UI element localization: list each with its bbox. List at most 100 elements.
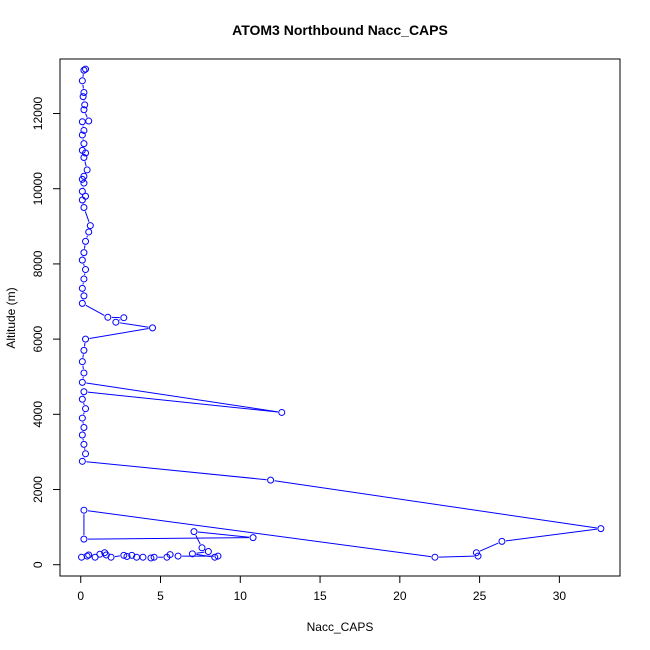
data-point — [85, 551, 93, 559]
y-tick-label: 2000 — [31, 476, 45, 503]
y-tick-label: 12000 — [31, 97, 45, 131]
data-point — [81, 101, 89, 109]
data-point — [80, 154, 88, 162]
data-point — [85, 228, 93, 236]
data-point — [82, 266, 90, 274]
series-line-segment — [85, 113, 88, 118]
series-line-segment — [83, 402, 85, 406]
data-point — [80, 388, 88, 396]
data-point — [83, 552, 91, 560]
data-point — [80, 204, 88, 212]
series-layer — [78, 65, 605, 562]
data-point — [597, 525, 605, 533]
y-tick-label: 8000 — [31, 250, 45, 277]
series-line-segment — [505, 528, 597, 542]
series-line-segment — [83, 263, 85, 266]
data-point — [78, 284, 86, 292]
series-line-segment — [119, 322, 149, 328]
data-point — [120, 314, 128, 322]
data-point — [80, 140, 88, 148]
data-point — [204, 548, 212, 556]
plot-area-border — [59, 58, 621, 577]
data-point — [78, 358, 86, 366]
data-point — [82, 405, 90, 413]
data-point — [174, 552, 182, 560]
data-point — [85, 117, 93, 125]
y-axis-label: Altitude (m) — [4, 287, 18, 348]
x-tick-label: 5 — [157, 589, 164, 603]
data-point — [82, 450, 90, 458]
series-line-segment — [197, 531, 250, 538]
data-point — [78, 299, 86, 307]
series-line-segment — [84, 161, 87, 167]
data-point — [80, 535, 88, 543]
data-point — [78, 118, 86, 126]
data-point — [112, 318, 120, 326]
x-axis: 0 5 10 15 20 25 30 — [77, 575, 566, 603]
data-point — [267, 476, 275, 484]
series-line-segment — [274, 480, 597, 529]
data-point — [80, 506, 88, 514]
data-point — [278, 408, 286, 416]
series-line-segment — [438, 555, 475, 558]
data-point — [214, 552, 222, 560]
data-point — [163, 553, 171, 561]
data-point — [104, 313, 112, 321]
series-line-segment — [119, 319, 121, 321]
data-point — [82, 237, 90, 245]
series-line-segment — [87, 537, 250, 540]
series-line-segment — [196, 551, 205, 554]
data-point — [198, 544, 206, 552]
data-point — [249, 534, 257, 542]
data-point — [78, 553, 86, 561]
series-line-segment — [86, 235, 88, 238]
series-line-segment — [82, 84, 84, 89]
y-tick-label: 0 — [31, 561, 45, 568]
data-point — [91, 553, 99, 561]
data-point — [472, 549, 480, 557]
data-point — [80, 346, 88, 354]
y-tick-label: 4000 — [31, 401, 45, 428]
data-point — [80, 106, 88, 114]
data-point — [83, 166, 91, 174]
data-point — [190, 528, 198, 536]
data-point — [150, 553, 158, 561]
data-point — [78, 256, 86, 264]
data-point — [474, 552, 482, 560]
x-tick-label: 0 — [77, 589, 84, 603]
data-point — [82, 192, 90, 200]
x-tick-label: 20 — [393, 589, 407, 603]
data-point — [80, 275, 88, 283]
data-point — [128, 551, 136, 559]
data-point — [80, 369, 88, 377]
data-point — [78, 395, 86, 403]
x-tick-label: 15 — [313, 589, 327, 603]
data-point — [80, 126, 88, 134]
data-point — [82, 335, 90, 343]
data-point — [80, 66, 88, 74]
data-point — [80, 88, 88, 96]
data-point — [123, 552, 131, 560]
data-point — [82, 65, 90, 73]
y-tick-label: 10000 — [31, 172, 45, 206]
data-point — [86, 222, 94, 230]
data-point — [133, 553, 141, 561]
series-line-segment — [195, 534, 201, 545]
series-line-segment — [86, 461, 267, 481]
series-line-segment — [85, 304, 105, 316]
data-point — [78, 457, 86, 465]
data-point — [147, 554, 155, 562]
x-axis-label: Nacc_CAPS — [307, 620, 374, 634]
data-point — [188, 550, 196, 558]
data-point — [149, 324, 157, 332]
data-point — [139, 553, 147, 561]
series-line-segment — [114, 555, 120, 558]
y-tick-label: 6000 — [31, 325, 45, 352]
x-tick-label: 10 — [234, 589, 248, 603]
data-point — [211, 553, 219, 561]
series-line-segment — [479, 542, 499, 552]
data-point — [498, 537, 506, 545]
data-point — [82, 149, 90, 157]
data-point — [79, 93, 87, 101]
